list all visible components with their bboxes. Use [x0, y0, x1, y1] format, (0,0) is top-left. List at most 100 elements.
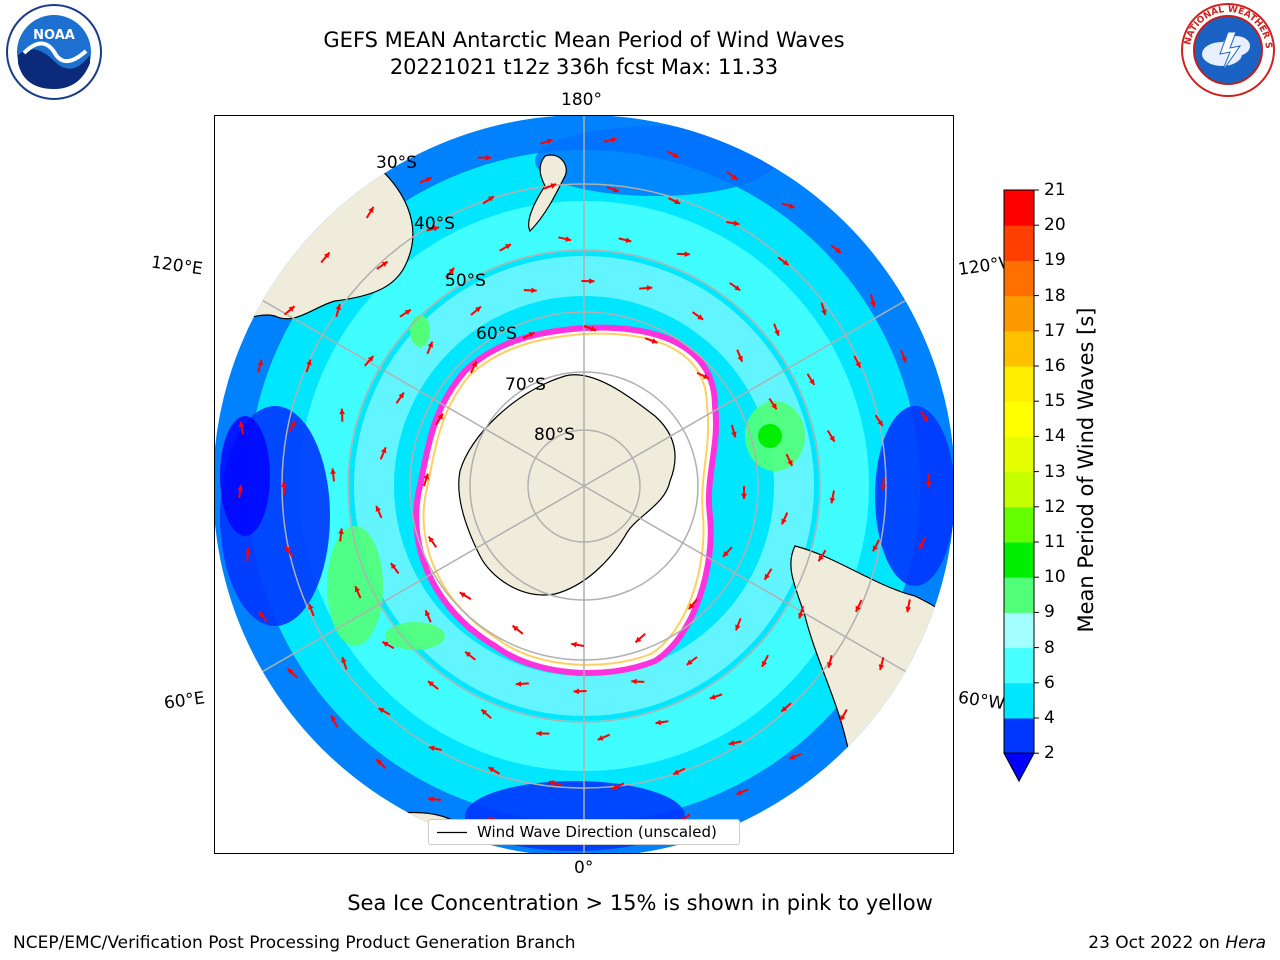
wave-direction-arrowhead [798, 612, 804, 619]
new-zealand [528, 154, 567, 233]
noaa-lettering: NOAA [33, 28, 75, 43]
colorbar-tick-label: 11 [1044, 532, 1066, 552]
wave-direction-arrowhead [809, 379, 815, 385]
wave-direction-arrowhead [381, 447, 387, 454]
wave-direction-arrowhead [381, 261, 388, 267]
wave-direction-arrowhead [244, 548, 251, 554]
wave-direction-arrowhead [737, 355, 743, 362]
colorbar-segment [1004, 366, 1034, 402]
wave-direction-arrowhead [877, 420, 883, 426]
colorbar-tick-label: 10 [1044, 567, 1066, 588]
colorbar-segment [1004, 330, 1034, 367]
wave-direction-arrowhead [488, 767, 495, 773]
wave-direction-arrowhead [855, 605, 861, 612]
wave-direction-arrowhead [672, 152, 679, 158]
wave-direction-arrowhead [922, 415, 928, 422]
wave-direction-arrowhead [789, 754, 796, 760]
wave-direction-arrowhead [550, 183, 557, 189]
wave-direction-arrowhead [378, 708, 385, 714]
colorbar-tick-label: 14 [1044, 426, 1066, 447]
colorbar-tick-label: 20 [1044, 215, 1066, 236]
wave-direction-arrowhead [238, 421, 245, 428]
wave-direction-arrowhead [382, 641, 389, 647]
colorbar-segment [1004, 401, 1034, 437]
colorbar-segment [1004, 612, 1034, 649]
chart-subtitle: 20221021 t12z 336h fcst Max: 11.33 [389, 55, 779, 79]
wave-direction-arrowhead [257, 359, 263, 366]
wave-direction-arrowhead [290, 420, 296, 427]
wave-direction-arrowhead [590, 325, 597, 332]
wave-direction-arrowhead [764, 573, 770, 580]
nws-logo: NATIONAL WEATHER SERVICE [1178, 2, 1275, 97]
wave-direction-arrowhead [697, 314, 704, 320]
colorbar-tick-label: 15 [1044, 391, 1066, 412]
wave-direction-arrowhead [651, 338, 658, 344]
wave-direction-arrowhead [646, 285, 653, 291]
wave-direction-arrowhead [339, 408, 345, 415]
wave-direction-arrowhead [285, 546, 291, 552]
wave-direction-arrowhead [428, 745, 435, 752]
wave-direction-arrowhead [428, 536, 435, 543]
wave-direction-arrowhead [781, 518, 787, 525]
wave-direction-arrowhead [880, 484, 887, 491]
colorbar-tick-label: 2 [1044, 743, 1055, 764]
wave-direction-arrowhead [731, 174, 738, 180]
colorbar-segment [1004, 190, 1034, 226]
wave-direction-arrowhead [597, 735, 604, 741]
wave-direction-arrowhead [428, 681, 434, 687]
wave-direction-arrowhead [427, 341, 433, 348]
wave-direction-arrowhead [330, 468, 336, 475]
wave-direction-arrowhead [485, 154, 492, 161]
wave-direction-arrowhead [512, 625, 519, 632]
wave-direction-arrowhead [788, 203, 795, 209]
wave-direction-arrowhead [367, 356, 374, 362]
wave-direction-arrowhead [771, 403, 777, 410]
lon-label-60e: 60°E [162, 688, 207, 714]
colorbar-label: Mean Period of Wind Waves [s] [1074, 307, 1098, 633]
wave-direction-arrowhead [425, 610, 431, 617]
lat-label-60s: 60°S [476, 324, 517, 344]
wave-direction-arrowhead [488, 196, 494, 202]
wave-direction-arrowhead [735, 624, 741, 631]
wave-direction-arrowhead [827, 662, 833, 668]
colorbar-tick-label: 13 [1044, 461, 1066, 482]
wave-direction-arrowhead [528, 332, 535, 338]
wave-direction-arrowhead [918, 543, 924, 550]
wave-direction-arrowhead [878, 664, 885, 670]
colorbar-segment [1004, 542, 1034, 578]
wave-direction-arrowhead [736, 789, 743, 795]
wave-direction-arrowhead [404, 309, 411, 315]
wave-direction-arrowhead [475, 306, 481, 313]
madagascar-area [215, 763, 296, 848]
wave-direction-arrowhead [546, 138, 553, 145]
wave-direction-arrowhead [335, 304, 342, 311]
wave-direction-arrowhead [571, 641, 577, 648]
wave-direction-arrowhead [505, 244, 511, 250]
wave-direction-arrowhead [465, 651, 472, 658]
wave-direction-arrowhead [398, 392, 404, 399]
wave-direction-arrowhead [428, 796, 434, 803]
wave-direction-arrowhead [728, 740, 735, 746]
date-text: 23 Oct 2022 on [1088, 933, 1220, 953]
wave-direction-arrowhead [515, 681, 522, 687]
wave-direction-arrowhead [338, 528, 344, 534]
wave-direction-arrowhead [734, 285, 741, 291]
wave-direction-arrowhead [375, 505, 381, 512]
wave-direction-arrowhead [237, 485, 243, 491]
colorbar-segment [1004, 647, 1034, 684]
lat-label-30s: 30°S [376, 153, 417, 173]
colorbar-tick-label: 18 [1044, 285, 1066, 306]
wave-direction-arrowhead [287, 668, 294, 675]
wave-direction-arrowhead [774, 329, 780, 336]
colorbar-segment [1004, 577, 1034, 613]
wave-direction-arrowhead [565, 236, 572, 242]
wind-wave-arrows [237, 137, 932, 833]
lon-label-60w: 60°W [956, 687, 1007, 715]
wave-direction-arrowhead [829, 497, 836, 504]
wave-direction-arrowhead [782, 259, 789, 266]
wave-direction-arrowhead [787, 459, 793, 466]
wave-direction-arrowhead [612, 187, 619, 193]
colorbar-tick-label: 21 [1044, 180, 1066, 200]
credit-line: NCEP/EMC/Verification Post Processing Pr… [13, 933, 576, 953]
wave-direction-arrowhead [733, 220, 740, 227]
